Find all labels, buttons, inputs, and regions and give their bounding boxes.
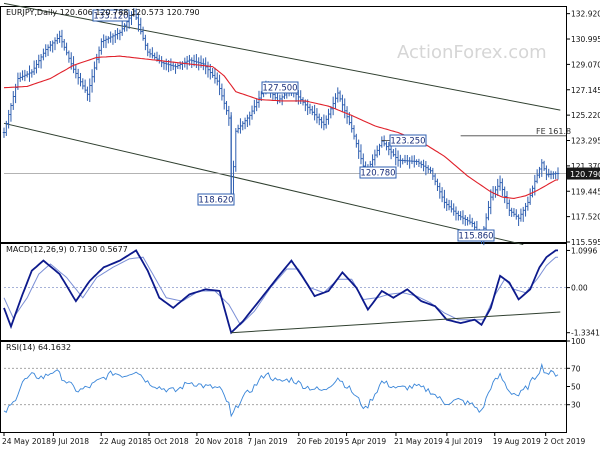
x-tick-label: 20 Nov 2018: [195, 437, 243, 446]
annotation-label: 133.120: [93, 12, 128, 22]
x-tick-label: 7 Jan 2019: [247, 437, 287, 446]
panel-frame-macd: [0, 243, 567, 341]
x-tick-label: 21 May 2019: [394, 437, 443, 446]
x-tick-label: 4 Jul 2019: [445, 437, 483, 446]
rsi-title: RSI(14) 64.1632: [6, 343, 71, 352]
price-y-tick-label: 123.295: [571, 137, 600, 146]
price-y-tick-label: 127.145: [571, 86, 600, 95]
annotation-label: 120.780: [360, 169, 395, 179]
moving-average-line: [3, 55, 558, 199]
annotation-115-860: 115.860: [457, 229, 495, 242]
price-y-tick-label: 119.445: [571, 187, 600, 196]
price-y-tick-label: 115.595: [571, 238, 600, 247]
x-tick-label: 5 Apr 2019: [345, 437, 387, 446]
price-y-tick-label: 125.220: [571, 111, 600, 120]
x-tick-label: 22 Aug 2018: [99, 437, 147, 446]
watermark: ActionForex.com: [397, 42, 547, 63]
annotation-box: [197, 193, 235, 206]
last-price-label: 120.790: [570, 170, 600, 179]
annotation-leader: [381, 140, 390, 142]
macd-signal-line: [3, 256, 558, 326]
x-tick-label: 2 Oct 2019: [544, 437, 586, 446]
x-tick-label: 24 May 2018: [2, 437, 51, 446]
rsi-y-tick-label: 70: [571, 364, 581, 373]
annotation-box: [261, 81, 299, 94]
rsi-line: [3, 362, 559, 418]
macd-line: [3, 249, 558, 335]
annotation-box: [92, 9, 130, 22]
x-tick-label: 20 Feb 2019: [297, 437, 344, 446]
annotation-label: 123.250: [390, 137, 425, 147]
annotation-box: [457, 229, 495, 242]
macd-y-tick-label: 0.00: [571, 284, 588, 293]
panel-frame-rsi: [0, 341, 567, 433]
annotation-box: [389, 134, 427, 147]
panel-frame-price: [0, 6, 567, 243]
price-y-tick-label: 129.070: [571, 60, 600, 69]
annotation-120-780: 120.780: [359, 166, 397, 179]
last-price-tag: [567, 167, 600, 180]
price-y-tick-label: 132.920: [571, 10, 600, 19]
annotation-127-500: 127.500: [261, 81, 299, 94]
x-tick-label: 19 Aug 2019: [493, 437, 541, 446]
annotation-box: [359, 166, 397, 179]
price-title: EURJPY,Daily 120.606 120.788 120.573 120…: [6, 8, 200, 17]
annotation-123-250: 123.250: [381, 134, 427, 147]
x-tick-label: 5 Oct 2018: [147, 437, 189, 446]
macd-title: MACD(12,26,9) 0.7130 0.5677: [6, 245, 128, 254]
annotation-label: 127.500: [262, 84, 297, 94]
rsi-y-tick-label: 100: [571, 337, 586, 346]
annotation-133-120: 133.120: [92, 9, 135, 22]
annotation-118-620: 118.620: [197, 193, 235, 206]
annotation-label: 118.620: [198, 196, 233, 206]
price-y-tick-label: 121.370: [571, 162, 600, 171]
annotation-label: 115.860: [458, 232, 493, 242]
macd-trend-line: [231, 311, 561, 334]
x-tick-label: 9 Jul 2018: [51, 437, 89, 446]
price-y-tick-label: 130.995: [571, 35, 600, 44]
macd-y-tick-label: -1.3341: [571, 329, 600, 338]
macd-y-tick-label: 1.0996: [571, 246, 597, 255]
price-y-tick-label: 117.520: [571, 213, 600, 222]
annotation-leader: [129, 11, 135, 16]
channel-lower-line: [3, 122, 524, 246]
rsi-y-tick-label: 30: [571, 401, 581, 410]
rsi-y-tick-label: 50: [571, 383, 581, 392]
fe-label: FE 161.8: [536, 127, 571, 136]
